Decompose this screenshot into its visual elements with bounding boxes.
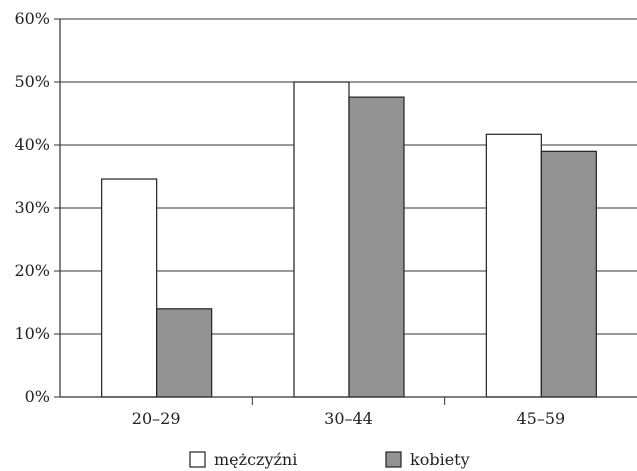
y-axis-ticks: 0% 10% 20% 30% 40% 50% 60%: [14, 9, 60, 406]
y-tick-label: 50%: [14, 72, 50, 91]
y-tick-label: 30%: [14, 198, 50, 217]
x-category-label: 30–44: [324, 409, 373, 428]
bars: [101, 81, 597, 398]
bar: [348, 96, 405, 398]
axes: [59, 19, 637, 405]
legend-swatch: [385, 451, 402, 468]
bar: [293, 81, 350, 398]
x-axis-labels: 20–29 30–44 45–59: [132, 409, 565, 428]
y-tick-label: 20%: [14, 261, 50, 280]
legend-label: mężczyźni: [214, 450, 297, 469]
bar: [101, 178, 158, 398]
y-tick-label: 10%: [14, 324, 50, 343]
bar: [540, 150, 597, 398]
legend: mężczyźni kobiety: [189, 450, 470, 469]
x-category-label: 20–29: [132, 409, 181, 428]
x-category-label: 45–59: [516, 409, 565, 428]
y-tick-label: 60%: [14, 9, 50, 28]
legend-swatch: [189, 451, 206, 468]
bar: [156, 308, 213, 398]
bar: [485, 133, 542, 398]
y-tick-label: 40%: [14, 135, 50, 154]
y-tick-label: 0%: [25, 387, 50, 406]
legend-label: kobiety: [410, 450, 470, 469]
